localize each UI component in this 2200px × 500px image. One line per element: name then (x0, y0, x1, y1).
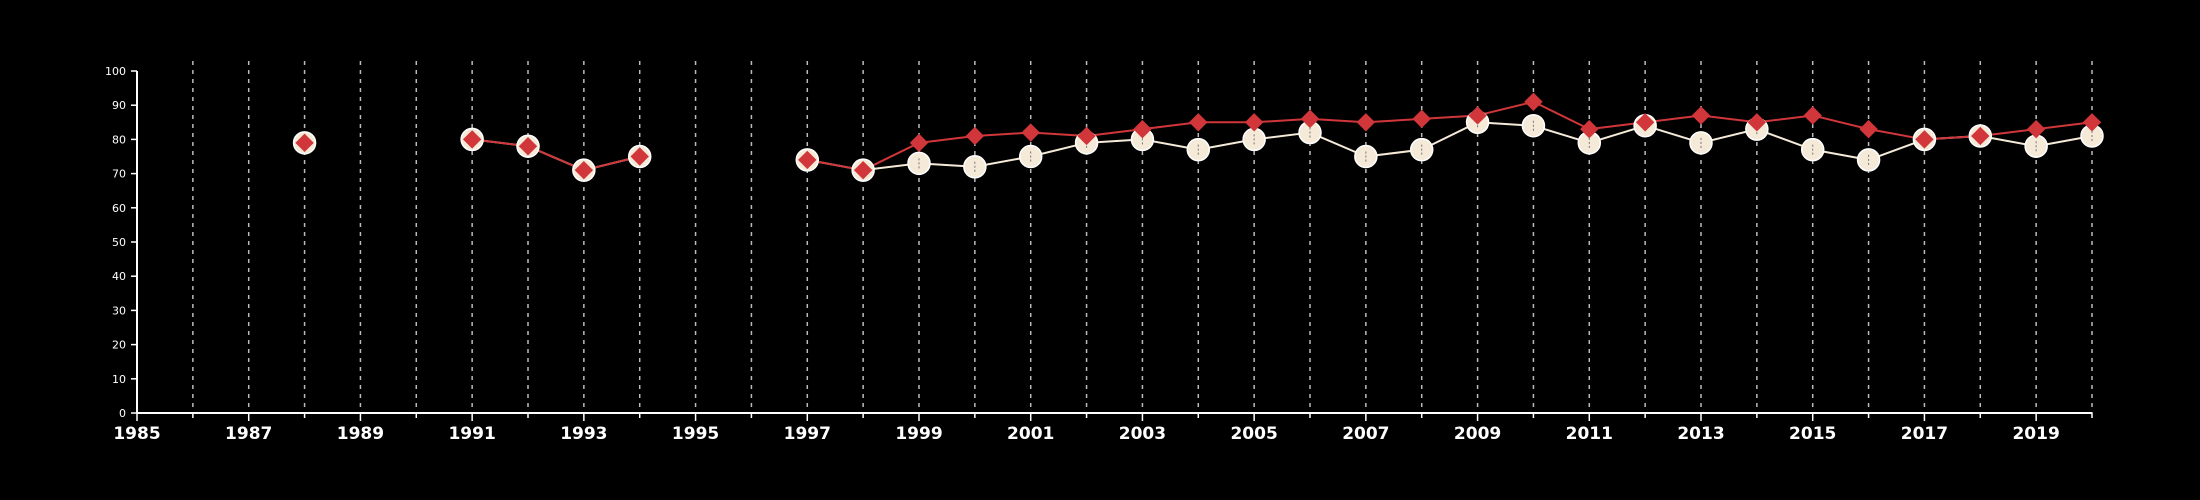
y-tick-label: 20 (112, 339, 126, 352)
x-tick-label: 1987 (225, 424, 272, 444)
data-point-diamond (1915, 130, 1934, 149)
x-tick-label: 2019 (2012, 424, 2059, 444)
y-tick-label: 50 (112, 236, 126, 249)
series-0-segment (807, 100, 2093, 172)
data-point-diamond (1244, 113, 1264, 132)
data-point-diamond (295, 133, 314, 153)
x-tick-label: 1993 (560, 424, 607, 444)
x-tick-label: 1989 (337, 424, 384, 444)
data-point-diamond (965, 126, 985, 146)
y-tick-label: 0 (119, 407, 126, 420)
series-1-segment (472, 138, 640, 172)
data-point-diamond (1691, 106, 1711, 125)
data-point-diamond (574, 160, 594, 180)
series-1-segment (807, 121, 2093, 172)
data-point-diamond (518, 137, 538, 156)
data-point-diamond (462, 130, 482, 149)
series-0-line (472, 100, 2093, 172)
data-point-diamond (853, 160, 873, 180)
series-1-points (292, 110, 2104, 182)
data-point-diamond (1971, 126, 1990, 146)
data-point-diamond (1859, 119, 1878, 139)
series-1-line (472, 121, 2093, 172)
x-tick-label: 2015 (1789, 424, 1836, 444)
data-point-diamond (1356, 113, 1376, 132)
y-tick-label: 40 (112, 270, 126, 283)
y-tick-label: 90 (112, 99, 126, 112)
data-point-diamond (1580, 119, 1599, 139)
y-tick-label: 10 (112, 373, 126, 386)
x-tick-label: 2009 (1454, 424, 1501, 444)
y-tick-label: 60 (112, 202, 126, 215)
x-tick-label: 2017 (1901, 424, 1948, 444)
data-point-diamond (2082, 113, 2102, 132)
x-tick-label: 1991 (448, 424, 495, 444)
data-point-diamond (1635, 113, 1655, 132)
y-tick-label: 100 (105, 65, 126, 78)
y-tick-label: 70 (112, 168, 126, 181)
data-point-diamond (630, 147, 649, 166)
data-point-diamond (1077, 126, 1096, 146)
data-point-diamond (1412, 109, 1431, 129)
data-point-diamond (2026, 119, 2046, 139)
y-tick-label: 30 (112, 304, 126, 317)
data-point-diamond (1524, 92, 1543, 111)
data-point-diamond (1468, 106, 1487, 125)
y-tick-label: 80 (112, 133, 126, 146)
axes: 0 10 20 30 40 50 60 70 80 90 100 1985 1987 1989 1991 19… (105, 65, 2093, 444)
x-tick-label: 2007 (1342, 424, 1389, 444)
x-tick-label: 2013 (1677, 424, 1724, 444)
data-point-diamond (1133, 119, 1152, 139)
data-point-diamond (1021, 123, 1040, 142)
data-point-diamond (1803, 106, 1822, 125)
series-0-segment (472, 138, 640, 172)
x-tick-label: 1999 (895, 424, 942, 444)
x-tick-label: 2005 (1230, 424, 1277, 444)
data-point-diamond (1189, 113, 1208, 132)
series-layer (292, 92, 2104, 182)
series-0-points (295, 92, 2102, 180)
data-point-diamond (1300, 109, 1320, 129)
x-tick-label: 1985 (113, 424, 160, 444)
x-tick-label: 2001 (1007, 424, 1054, 444)
data-point-diamond (909, 133, 929, 153)
x-tick-label: 2003 (1119, 424, 1166, 444)
x-tick-label: 1995 (672, 424, 719, 444)
data-point-diamond (1747, 113, 1767, 132)
x-tick-label: 2011 (1566, 424, 1613, 444)
x-tick-label: 1997 (784, 424, 831, 444)
data-point-diamond (798, 150, 817, 170)
